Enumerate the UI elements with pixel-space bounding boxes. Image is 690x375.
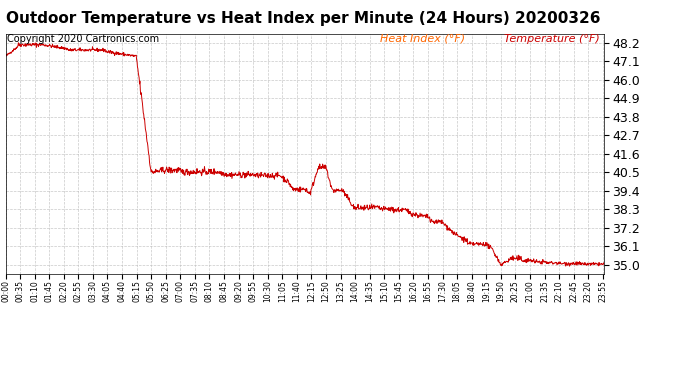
Text: Copyright 2020 Cartronics.com: Copyright 2020 Cartronics.com: [7, 34, 159, 44]
Text: Outdoor Temperature vs Heat Index per Minute (24 Hours) 20200326: Outdoor Temperature vs Heat Index per Mi…: [6, 11, 601, 26]
Text: Temperature (°F): Temperature (°F): [504, 34, 600, 44]
Text: Heat Index (°F): Heat Index (°F): [380, 34, 464, 44]
